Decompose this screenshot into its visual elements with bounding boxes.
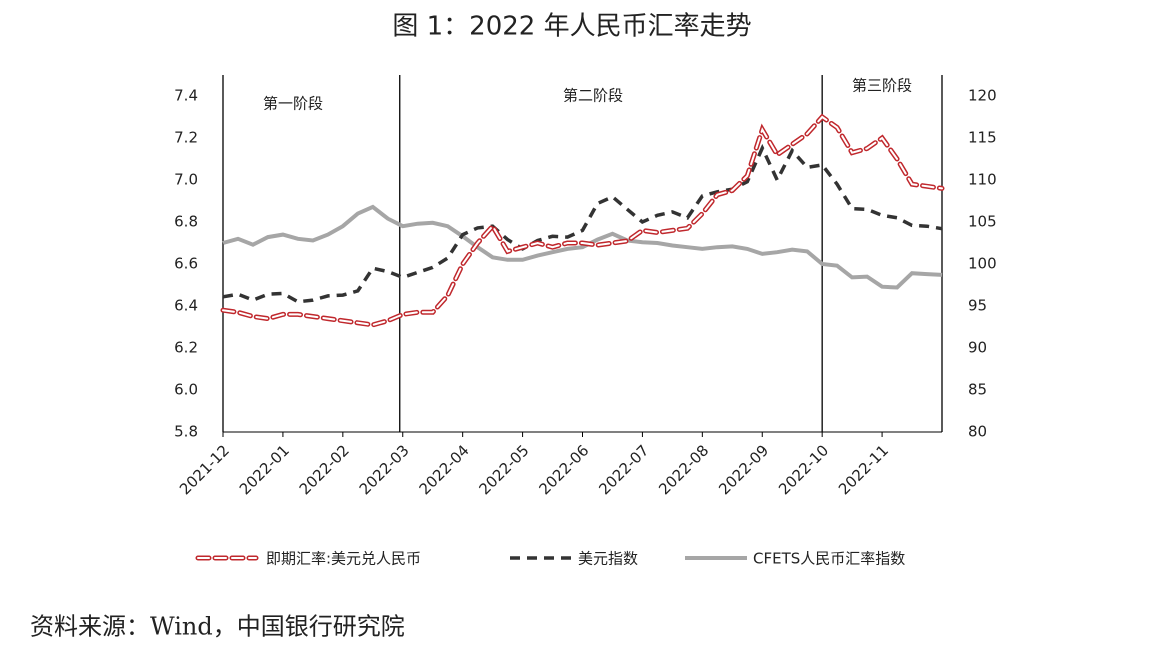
x-tick-label: 2022-07 [595, 441, 652, 498]
y2-tick-label: 115 [968, 129, 997, 147]
line-series [220, 113, 945, 328]
y-tick-label: 6.8 [174, 213, 198, 231]
x-tick-label: 2021-12 [176, 441, 233, 498]
y2-tick-label: 105 [968, 213, 997, 231]
legend-label: CFETS人民币汇率指数 [753, 550, 905, 568]
y2-tick-label: 85 [968, 381, 987, 399]
phase-label: 第一阶段 [263, 95, 323, 113]
y-tick-label: 7.2 [174, 129, 198, 147]
x-tick-label: 2022-09 [715, 441, 772, 498]
x-tick-label: 2022-03 [356, 441, 413, 498]
phase-label: 第三阶段 [852, 77, 912, 95]
line-series-core [222, 115, 943, 326]
y-tick-label: 5.8 [174, 423, 198, 441]
line-series [222, 143, 943, 304]
x-tick-label: 2022-01 [236, 441, 293, 498]
y2-tick-label: 95 [968, 297, 987, 315]
y-tick-label: 6.6 [174, 255, 198, 273]
x-tick-label: 2022-08 [655, 441, 712, 498]
x-tick-label: 2022-05 [476, 441, 533, 498]
y-tick-label: 6.4 [174, 297, 198, 315]
y2-tick-label: 120 [968, 87, 997, 105]
y-tick-label: 6.0 [174, 381, 198, 399]
y-tick-label: 6.2 [174, 339, 198, 357]
y2-tick-label: 90 [968, 339, 987, 357]
source-note: 资料来源：Wind，中国银行研究院 [30, 613, 405, 641]
x-tick-label: 2022-11 [835, 441, 892, 498]
y2-tick-label: 100 [968, 255, 997, 273]
phase-label: 第二阶段 [563, 87, 623, 105]
x-tick-label: 2022-06 [535, 441, 592, 498]
chart-title: 图 1：2022 年人民币汇率走势 [392, 12, 751, 42]
line-series [222, 204, 943, 290]
y-tick-label: 7.0 [174, 171, 198, 189]
y2-tick-label: 80 [968, 423, 987, 441]
y-tick-label: 7.4 [174, 87, 198, 105]
legend-label: 即期汇率:美元兑人民币 [266, 550, 421, 568]
legend-label: 美元指数 [578, 550, 638, 568]
x-tick-label: 2022-10 [775, 441, 832, 498]
y2-tick-label: 110 [968, 171, 997, 189]
x-tick-label: 2022-04 [416, 441, 473, 498]
x-tick-label: 2022-02 [296, 441, 353, 498]
